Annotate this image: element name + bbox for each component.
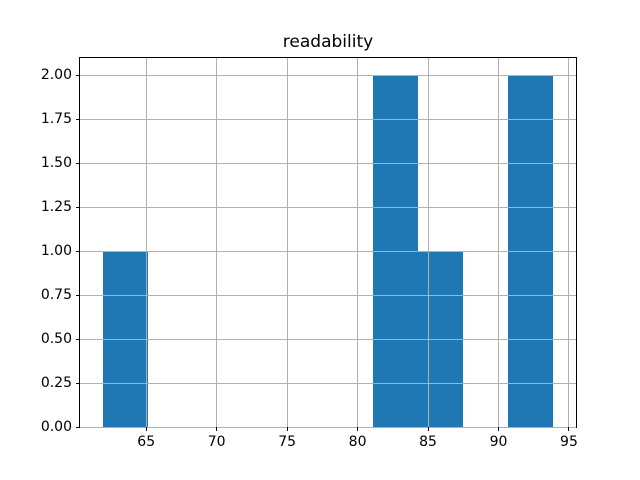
y-tick-mark [76,250,80,252]
y-gridline [80,338,576,340]
x-tick-mark [145,427,147,432]
x-tick-mark [498,427,499,432]
x-tick-mark [357,427,359,432]
y-tick-mark [76,206,80,208]
y-tick-label: 1.25 [40,199,72,216]
x-tick-mark [568,427,570,432]
y-tick-mark [76,338,80,340]
y-gridline [80,426,576,428]
y-gridline [80,206,576,208]
y-tick-label: 1.75 [40,111,72,128]
y-tick-mark [76,162,80,164]
x-tick-label: 85 [419,434,437,451]
y-gridline [80,118,576,120]
y-tick-mark [76,74,80,76]
y-gridline [80,250,576,252]
x-tick-label: 90 [489,434,508,451]
x-tick-mark [216,427,218,432]
x-gridline [568,57,570,428]
x-tick-label: 75 [278,434,297,451]
y-gridline [80,162,576,164]
y-tick-label: 0.00 [40,419,72,436]
x-tick-label: 65 [137,434,156,451]
y-tick-label: 1.50 [40,155,72,172]
x-tick-label: 70 [207,434,226,451]
x-gridline [286,57,288,428]
x-tick-label: 95 [560,434,578,451]
x-tick-label: 80 [348,434,367,451]
x-gridline [427,57,429,428]
y-tick-mark [76,426,80,428]
plot-area [79,56,577,429]
x-gridline [357,57,359,428]
x-gridline [145,57,147,428]
y-tick-mark [76,294,80,296]
x-gridline [498,57,499,428]
x-tick-mark [427,427,429,432]
y-tick-label: 0.50 [40,331,72,348]
y-tick-label: 0.25 [40,375,72,392]
y-tick-label: 1.00 [40,243,72,260]
chart-title: readability [282,32,374,52]
y-gridline [80,294,576,296]
y-tick-label: 0.75 [40,287,72,304]
y-tick-mark [76,382,80,384]
y-tick-mark [76,118,80,120]
x-tick-mark [286,427,288,432]
y-gridline [80,382,576,384]
y-gridline [80,74,576,76]
x-gridline [216,57,218,428]
y-tick-label: 2.00 [40,67,72,84]
